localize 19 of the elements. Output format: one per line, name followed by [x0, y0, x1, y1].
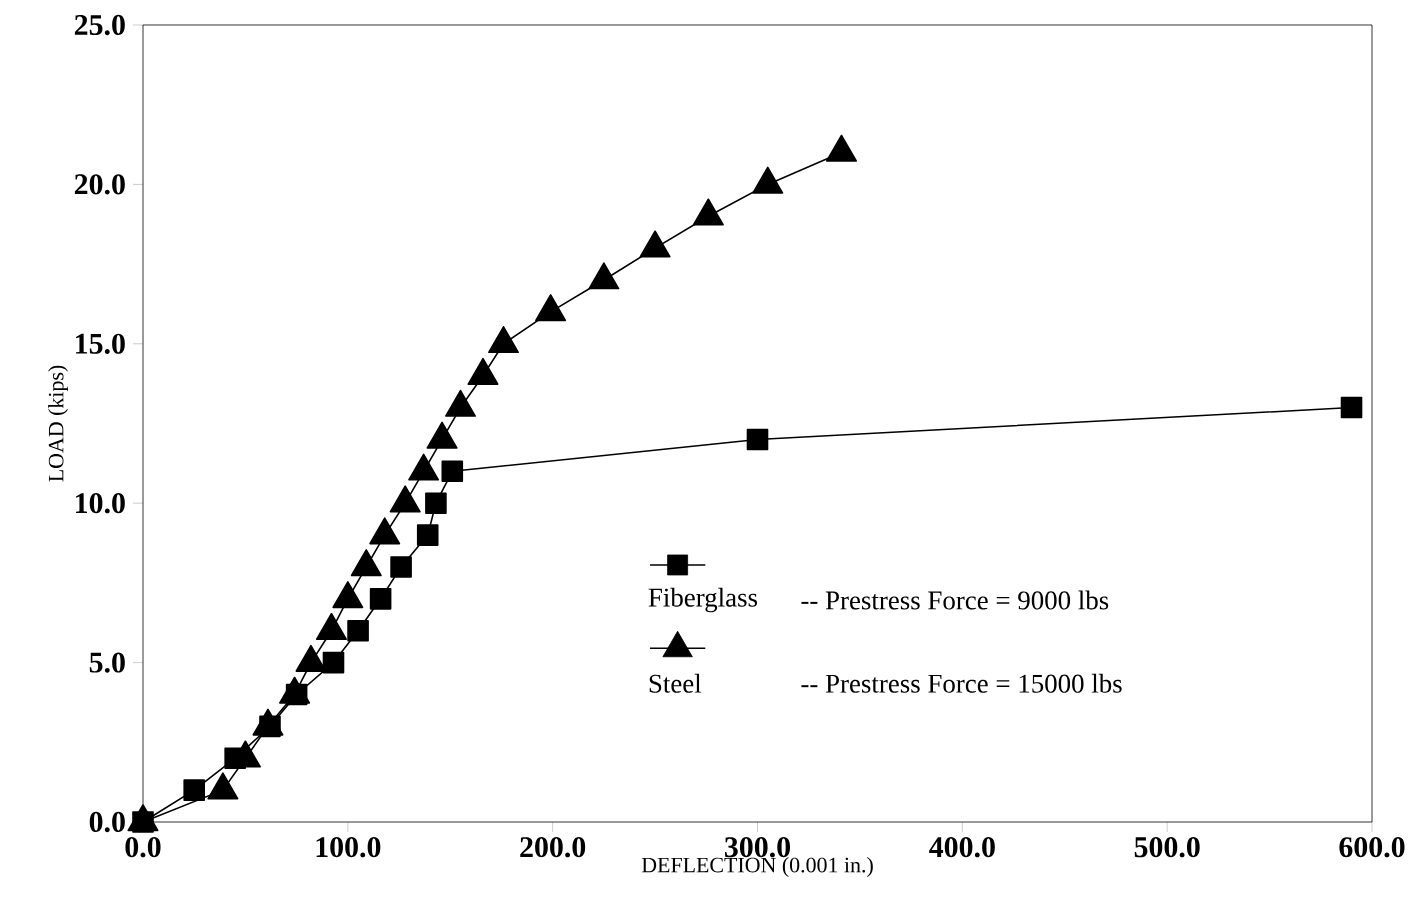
legend-label: Steel — [649, 673, 702, 693]
x-tick-label: 600.0 — [1339, 837, 1405, 858]
y-tick-label: 25.0 — [74, 14, 125, 36]
x-tick-label: 500.0 — [1134, 837, 1200, 858]
x-tick-label: 400.0 — [929, 837, 995, 858]
x-tick-label: 300.0 — [725, 837, 790, 858]
y-tick-label: 5.0 — [89, 652, 125, 673]
y-tick-label: 15.0 — [76, 333, 125, 354]
y-axis-title: LOAD (kips) — [48, 365, 68, 482]
annotation: -- Prestress Force = 15000 lbs — [801, 673, 1122, 693]
y-tick-label: 10.0 — [76, 493, 125, 514]
legend-label: Fiberglass — [648, 587, 758, 613]
y-tick-label: 20.0 — [74, 174, 125, 195]
x-tick-label: 100.0 — [316, 837, 381, 858]
x-tick-label: 0.0 — [125, 837, 161, 858]
x-tick-label: 200.0 — [520, 837, 586, 858]
annotation: -- Prestress Force = 9000 lbs — [801, 590, 1109, 610]
y-tick-label: 0.0 — [89, 811, 125, 833]
x-axis-title: DEFLECTION (0.001 in.) — [641, 857, 873, 877]
